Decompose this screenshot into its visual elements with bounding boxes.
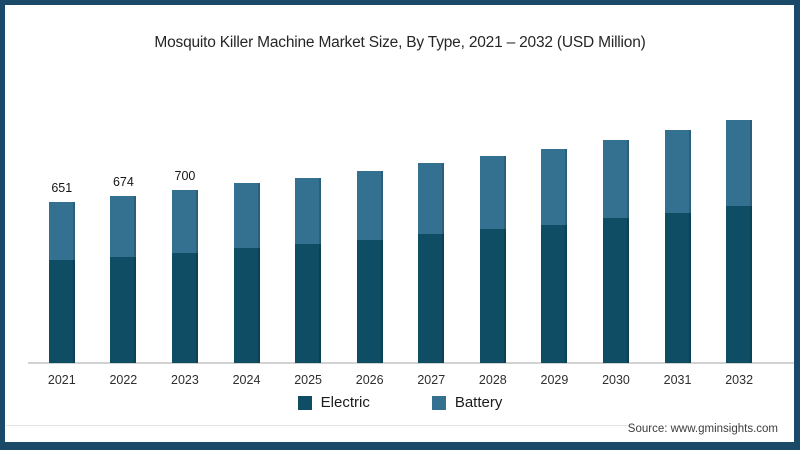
bar-group: 2024 <box>216 93 278 387</box>
x-axis-label: 2030 <box>602 373 630 387</box>
stacked-bar <box>48 202 75 363</box>
bar-segment-electric <box>356 240 383 363</box>
x-axis-label: 2021 <box>47 373 76 387</box>
bar-group: 2030 <box>585 93 647 387</box>
stacked-bar <box>418 163 445 363</box>
bar-segment-electric <box>726 205 753 363</box>
bar-segment-electric <box>541 224 568 363</box>
stacked-bar <box>110 196 137 363</box>
bar-segment-electric <box>479 229 506 363</box>
bar-segment-battery <box>48 202 75 261</box>
source-note: Source: www.gminsights.com <box>627 423 778 435</box>
stacked-bar <box>602 139 629 363</box>
bar-group: 2026 <box>339 93 401 387</box>
bar-group: 2027 <box>400 93 462 387</box>
bar-total-label: 700 <box>174 168 196 183</box>
bar-segment-electric <box>48 260 75 363</box>
bar-segment-battery <box>602 139 629 219</box>
x-axis-label: 2025 <box>294 373 322 387</box>
bar-segment-electric <box>602 218 629 363</box>
bar-group: 2025 <box>277 93 339 387</box>
bar-group: 651 2021 <box>31 93 93 387</box>
stacked-bar <box>726 120 753 363</box>
bar-group: 2031 <box>647 93 709 387</box>
plot-area: 651 2021 674 2022 700 2023 2024 2025 2026 2027 202… <box>31 93 770 387</box>
legend-item-battery: Battery <box>431 394 503 411</box>
x-axis-label: 2031 <box>663 373 692 387</box>
bar-segment-battery <box>356 170 383 241</box>
bar-segment-battery <box>664 129 691 213</box>
battery-swatch-icon <box>431 395 446 410</box>
x-axis-line <box>28 362 794 364</box>
chart-title: Mosquito Killer Machine Market Size, By … <box>154 34 646 51</box>
stacked-bar <box>541 148 568 363</box>
x-axis-label: 2028 <box>478 373 507 387</box>
stacked-bar <box>233 183 260 363</box>
legend-item-electric: Electric <box>297 394 370 411</box>
bar-segment-battery <box>479 155 506 230</box>
bar-group: 2029 <box>524 93 586 387</box>
bar-segment-battery <box>295 177 322 245</box>
electric-swatch-icon <box>297 395 312 410</box>
bar-total-label: 651 <box>51 181 73 195</box>
bar-segment-battery <box>726 120 753 206</box>
footer-divider <box>6 425 632 426</box>
x-axis-label: 2026 <box>355 373 384 387</box>
stacked-bar <box>479 155 506 363</box>
bar-segment-battery <box>541 148 568 225</box>
x-axis-label: 2032 <box>725 373 754 387</box>
bar-segment-electric <box>418 234 445 363</box>
x-axis-label: 2022 <box>109 373 138 387</box>
x-axis-label: 2024 <box>232 373 261 387</box>
stacked-bar <box>664 129 691 363</box>
bar-total-label: 674 <box>112 175 134 190</box>
bar-segment-battery <box>418 163 445 235</box>
bar-segment-battery <box>110 196 137 258</box>
x-axis-label: 2027 <box>417 373 446 387</box>
bar-segment-battery <box>233 183 260 249</box>
bar-segment-electric <box>110 257 137 363</box>
legend-label: Electric <box>320 394 370 411</box>
bar-segment-electric <box>233 248 260 363</box>
stacked-bar <box>295 177 322 363</box>
stacked-bar <box>171 189 198 363</box>
bar-group: 700 2023 <box>154 93 216 387</box>
bar-segment-battery <box>171 189 198 254</box>
stacked-bar <box>356 170 383 363</box>
legend-label: Battery <box>454 394 503 411</box>
bar-group: 2028 <box>462 93 524 387</box>
x-axis-label: 2029 <box>540 373 569 387</box>
bar-segment-electric <box>664 212 691 363</box>
bar-segment-electric <box>171 253 198 363</box>
legend: Electric Battery <box>0 394 800 411</box>
bar-group: 2032 <box>708 93 770 387</box>
x-axis-label: 2023 <box>171 373 199 387</box>
bar-group: 674 2022 <box>93 93 155 387</box>
bar-segment-electric <box>295 244 322 363</box>
